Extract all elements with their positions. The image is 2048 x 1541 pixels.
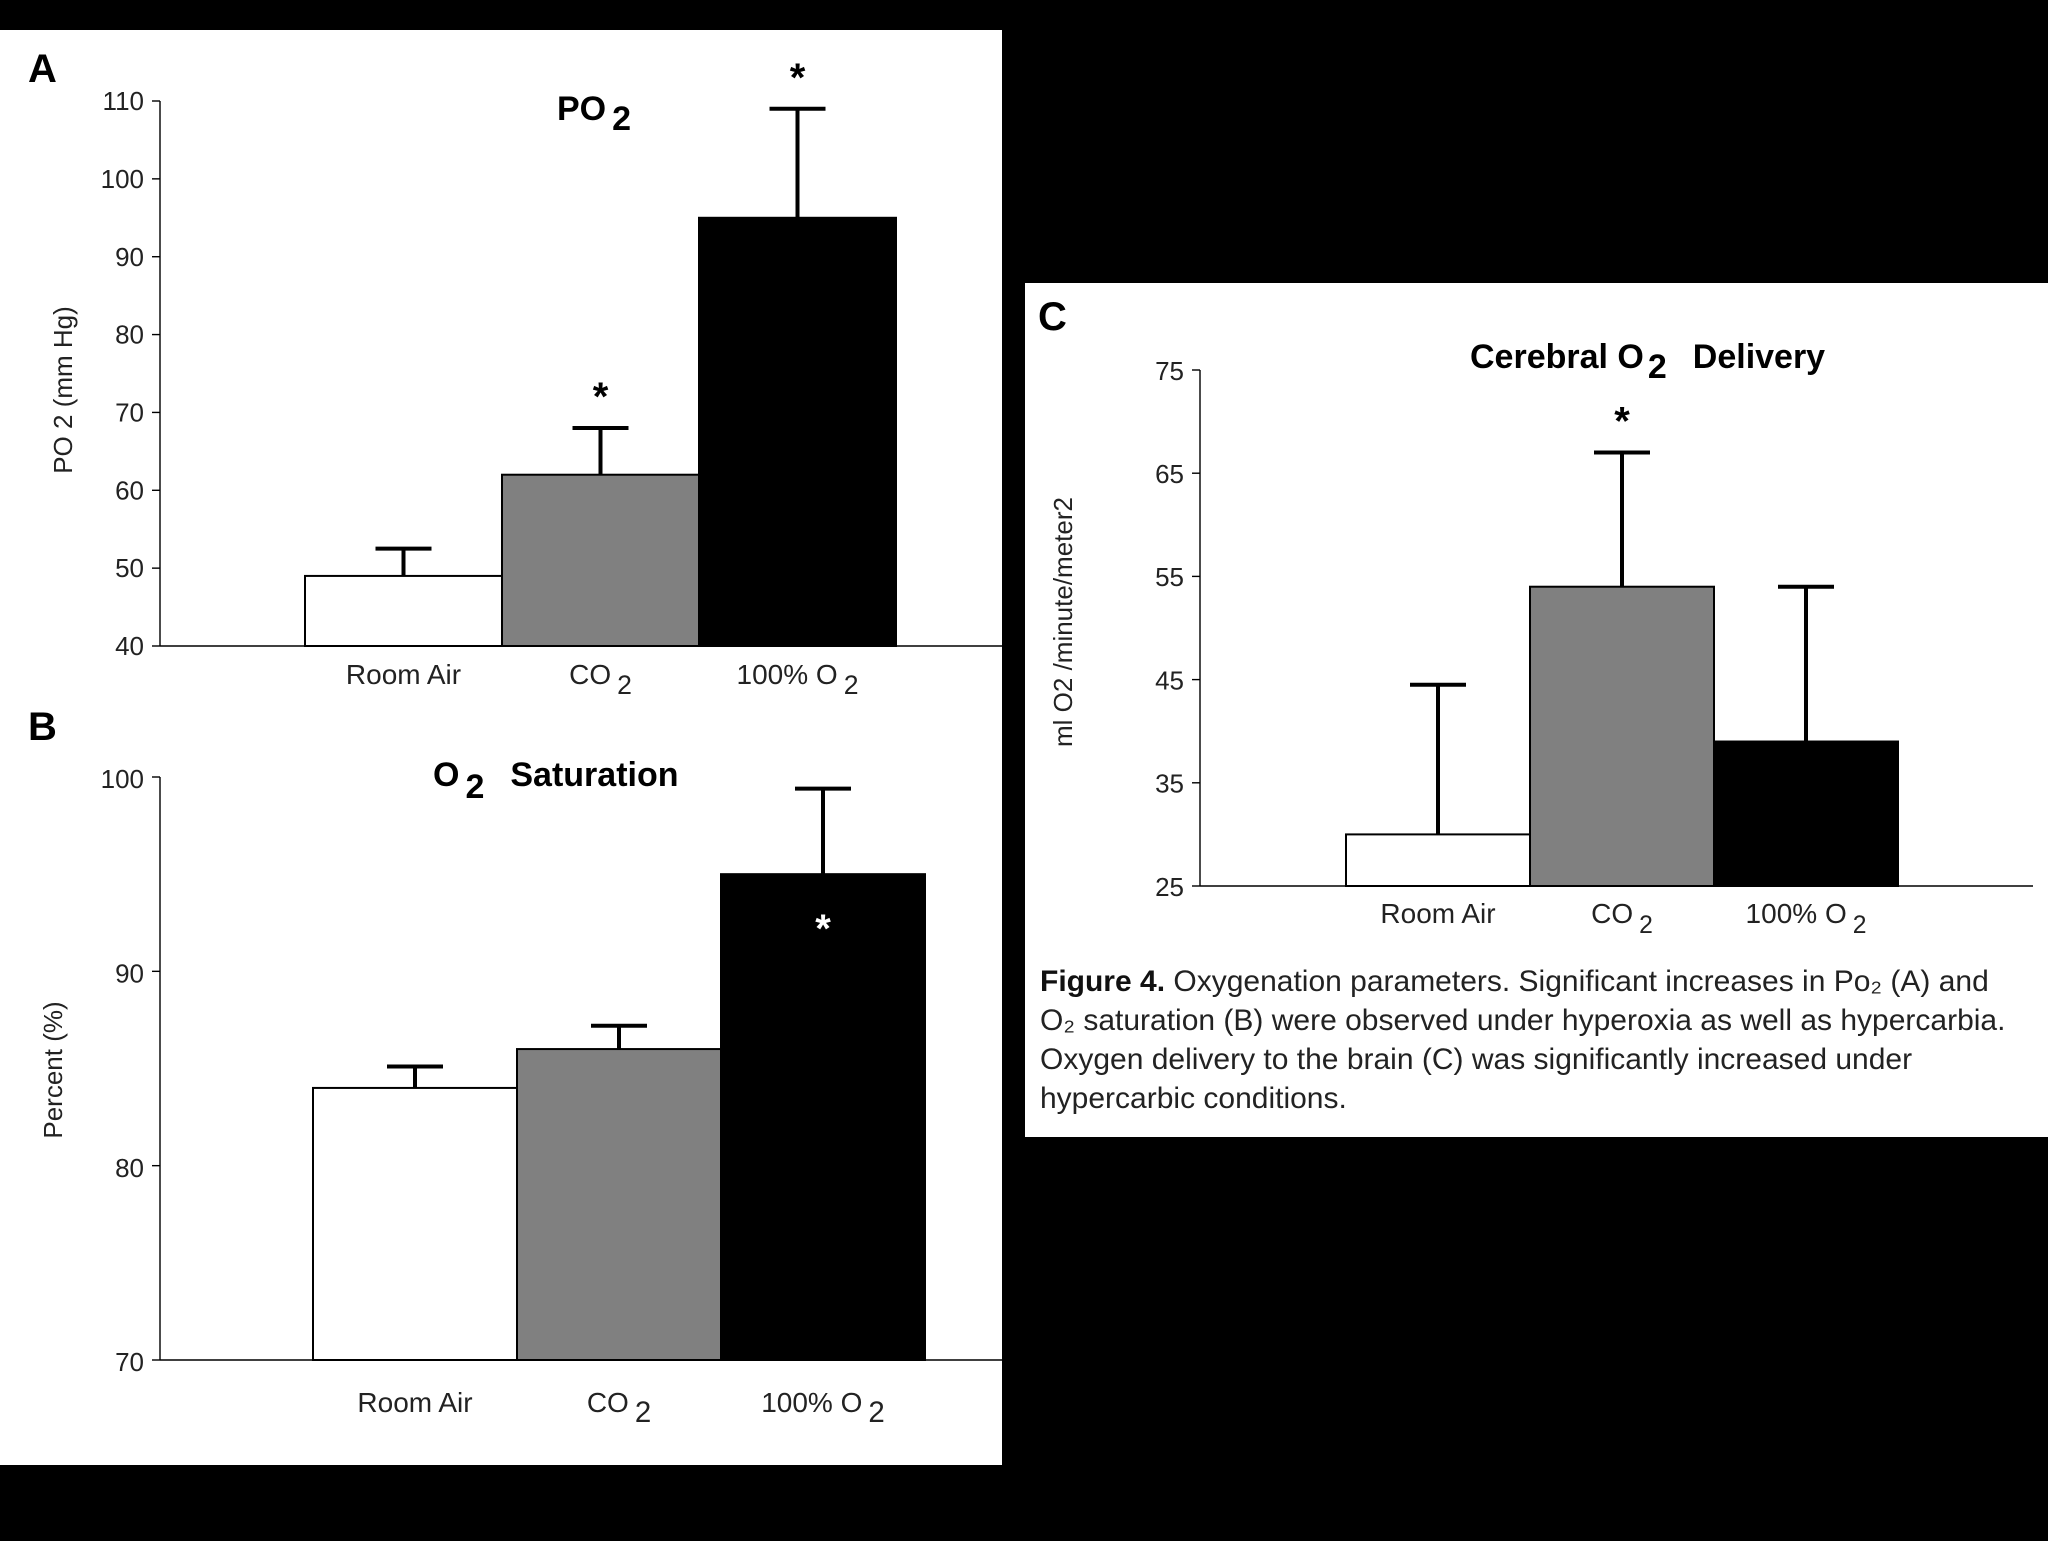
chart-title-subscript: 2 (612, 100, 631, 138)
bar (1713, 740, 1899, 888)
chart-o2-saturation: B O 2 Saturation Percent (%) 70 80 90 100 Room Ai… (28, 705, 1002, 1429)
category-label: CO 2 (587, 1387, 651, 1429)
y-tick-label: 90 (115, 242, 144, 272)
significance-marker: * (815, 907, 831, 951)
y-tick-label: 70 (115, 398, 144, 428)
y-axis-title: PO 2 (mm Hg) (48, 306, 78, 474)
chart-title-main: O (433, 756, 459, 794)
panel-letter: A (28, 47, 57, 91)
y-tick-label: 80 (115, 320, 144, 350)
y-tick-label: 65 (1155, 459, 1184, 489)
bar (1345, 833, 1531, 888)
y-axis-title: Percent (%) (38, 1001, 68, 1138)
caption-text: Oxygenation parameters. Significant incr… (1040, 965, 2006, 1115)
significance-marker: * (1614, 400, 1630, 444)
y-tick-label: 55 (1155, 562, 1184, 592)
chart-title: PO 2 (557, 90, 631, 138)
caption-label: Figure 4. (1040, 965, 1166, 998)
category-label: Room Air (1380, 898, 1495, 929)
y-tick-label: 25 (1155, 872, 1184, 902)
chart-po2: A PO 2 PO 2 (mm Hg) 40 50 60 70 80 90 100 110 Room A… (28, 47, 1002, 700)
significance-marker: * (593, 375, 609, 419)
y-tick-label: 100 (101, 764, 144, 794)
chart-cerebral-o2-delivery: C Cerebral O 2 Delivery ml O2 /minute/meter2… (1038, 295, 2033, 939)
category-label: Room Air (346, 659, 461, 690)
y-tick-label: 100 (101, 164, 144, 194)
panel-letter: C (1038, 295, 1067, 339)
chart-title: O 2 Saturation (433, 756, 679, 806)
panel-letter: B (28, 705, 57, 749)
chart-title-rest: Delivery (1693, 338, 1825, 376)
y-tick-label: 110 (103, 86, 144, 116)
chart-title-subscript: 2 (465, 768, 484, 806)
y-tick-label: 90 (115, 959, 144, 989)
y-tick-label: 45 (1155, 665, 1184, 695)
chart-title-rest: Saturation (510, 756, 678, 794)
bar (304, 574, 503, 648)
bar (1529, 585, 1715, 887)
y-axis-title: ml O2 /minute/meter2 (1048, 497, 1078, 747)
chart-title-main: PO (557, 90, 606, 128)
y-tick-label: 35 (1155, 769, 1184, 799)
figure-caption: Figure 4. Oxygenation parameters. Signif… (1040, 962, 2030, 1118)
category-label: CO 2 (1591, 898, 1653, 939)
category-label: CO 2 (569, 659, 632, 700)
bar (516, 1048, 722, 1361)
y-tick-label: 75 (1155, 356, 1184, 386)
category-label: Room Air (357, 1387, 472, 1418)
chart-title-main: Cerebral O (1470, 338, 1644, 376)
y-tick-label: 80 (115, 1153, 144, 1183)
y-tick-label: 60 (115, 475, 144, 505)
significance-marker: * (790, 56, 806, 100)
bar (312, 1086, 518, 1362)
y-tick-label: 40 (115, 631, 144, 661)
bar (720, 873, 926, 1362)
chart-title: Cerebral O 2 Delivery (1470, 338, 1825, 386)
y-tick-label: 50 (115, 553, 144, 583)
bar (698, 216, 897, 648)
bar (501, 473, 700, 648)
y-tick-label: 70 (115, 1347, 144, 1377)
chart-title-subscript: 2 (1648, 348, 1667, 386)
